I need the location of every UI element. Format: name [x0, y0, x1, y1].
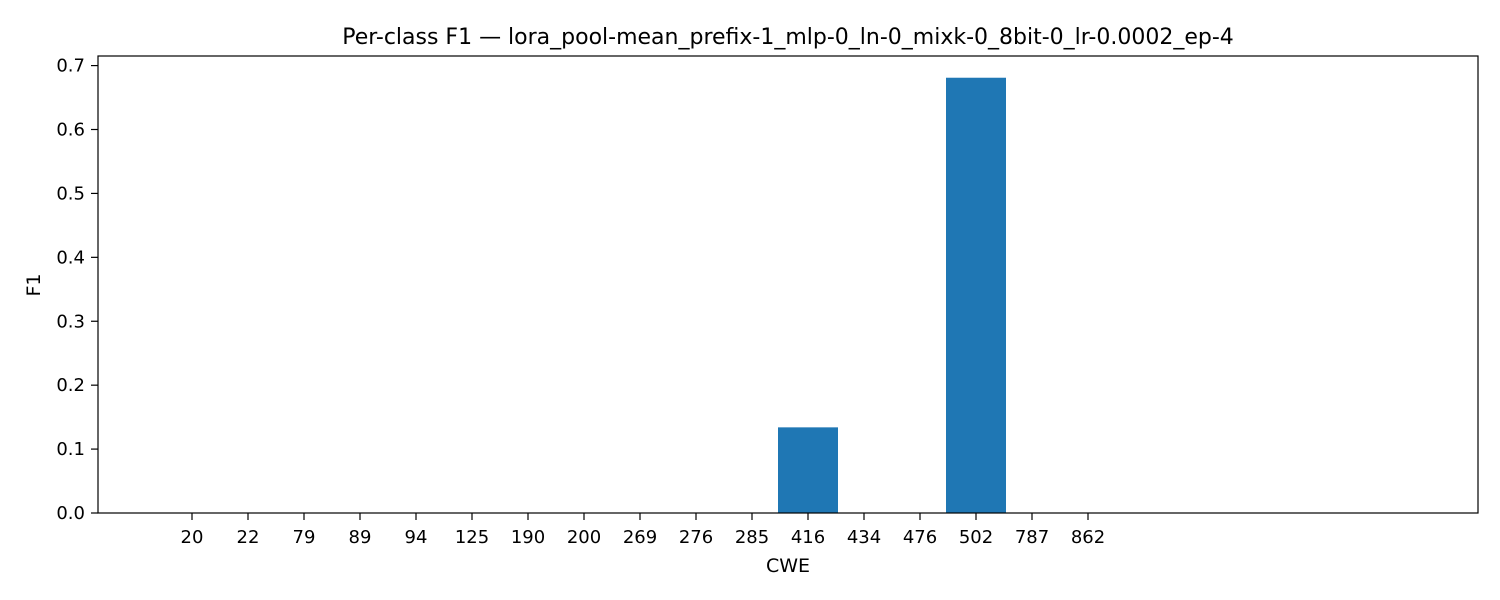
chart-title: Per-class F1 — lora_pool-mean_prefix-1_m…	[342, 25, 1234, 50]
y-tick-label: 0.7	[56, 56, 85, 77]
x-tick-label: 94	[405, 527, 428, 548]
bars-group	[778, 77, 1006, 513]
bar-cwe-502	[946, 77, 1006, 513]
x-tick-label: 269	[623, 527, 657, 548]
x-tick-label: 434	[847, 527, 881, 548]
x-tick-label: 787	[1015, 527, 1049, 548]
y-tick-label: 0.1	[56, 439, 85, 460]
plot-area-frame	[97, 55, 1479, 514]
x-tick-label: 20	[181, 527, 204, 548]
y-tick-label: 0.2	[56, 375, 85, 396]
x-tick-label: 476	[903, 527, 937, 548]
x-tick-label: 285	[735, 527, 769, 548]
x-tick-label: 502	[959, 527, 993, 548]
y-tick-label: 0.4	[56, 247, 85, 268]
x-tick-label: 276	[679, 527, 713, 548]
y-tick-label: 0.6	[56, 120, 85, 141]
x-tick-label: 89	[349, 527, 372, 548]
x-tick-label: 79	[293, 527, 316, 548]
y-axis-ticks: 0.0 0.1 0.2 0.3 0.4 0.5 0.6 0.7	[56, 56, 98, 524]
x-tick-label: 190	[511, 527, 545, 548]
y-tick-label: 0.3	[56, 311, 85, 332]
x-tick-label: 22	[237, 527, 260, 548]
x-tick-label: 862	[1071, 527, 1105, 548]
x-tick-label: 416	[791, 527, 825, 548]
bar-cwe-416	[778, 427, 838, 513]
x-axis-label: CWE	[766, 555, 810, 577]
y-axis-label: F1	[23, 273, 45, 296]
x-axis-ticks: 20 22 79 89 94 125 190 200 269 276 285 416 434 476 502…	[181, 513, 1105, 548]
y-tick-label: 0.0	[56, 503, 85, 524]
x-tick-label: 125	[455, 527, 489, 548]
x-tick-label: 200	[567, 527, 601, 548]
y-tick-label: 0.5	[56, 183, 85, 204]
